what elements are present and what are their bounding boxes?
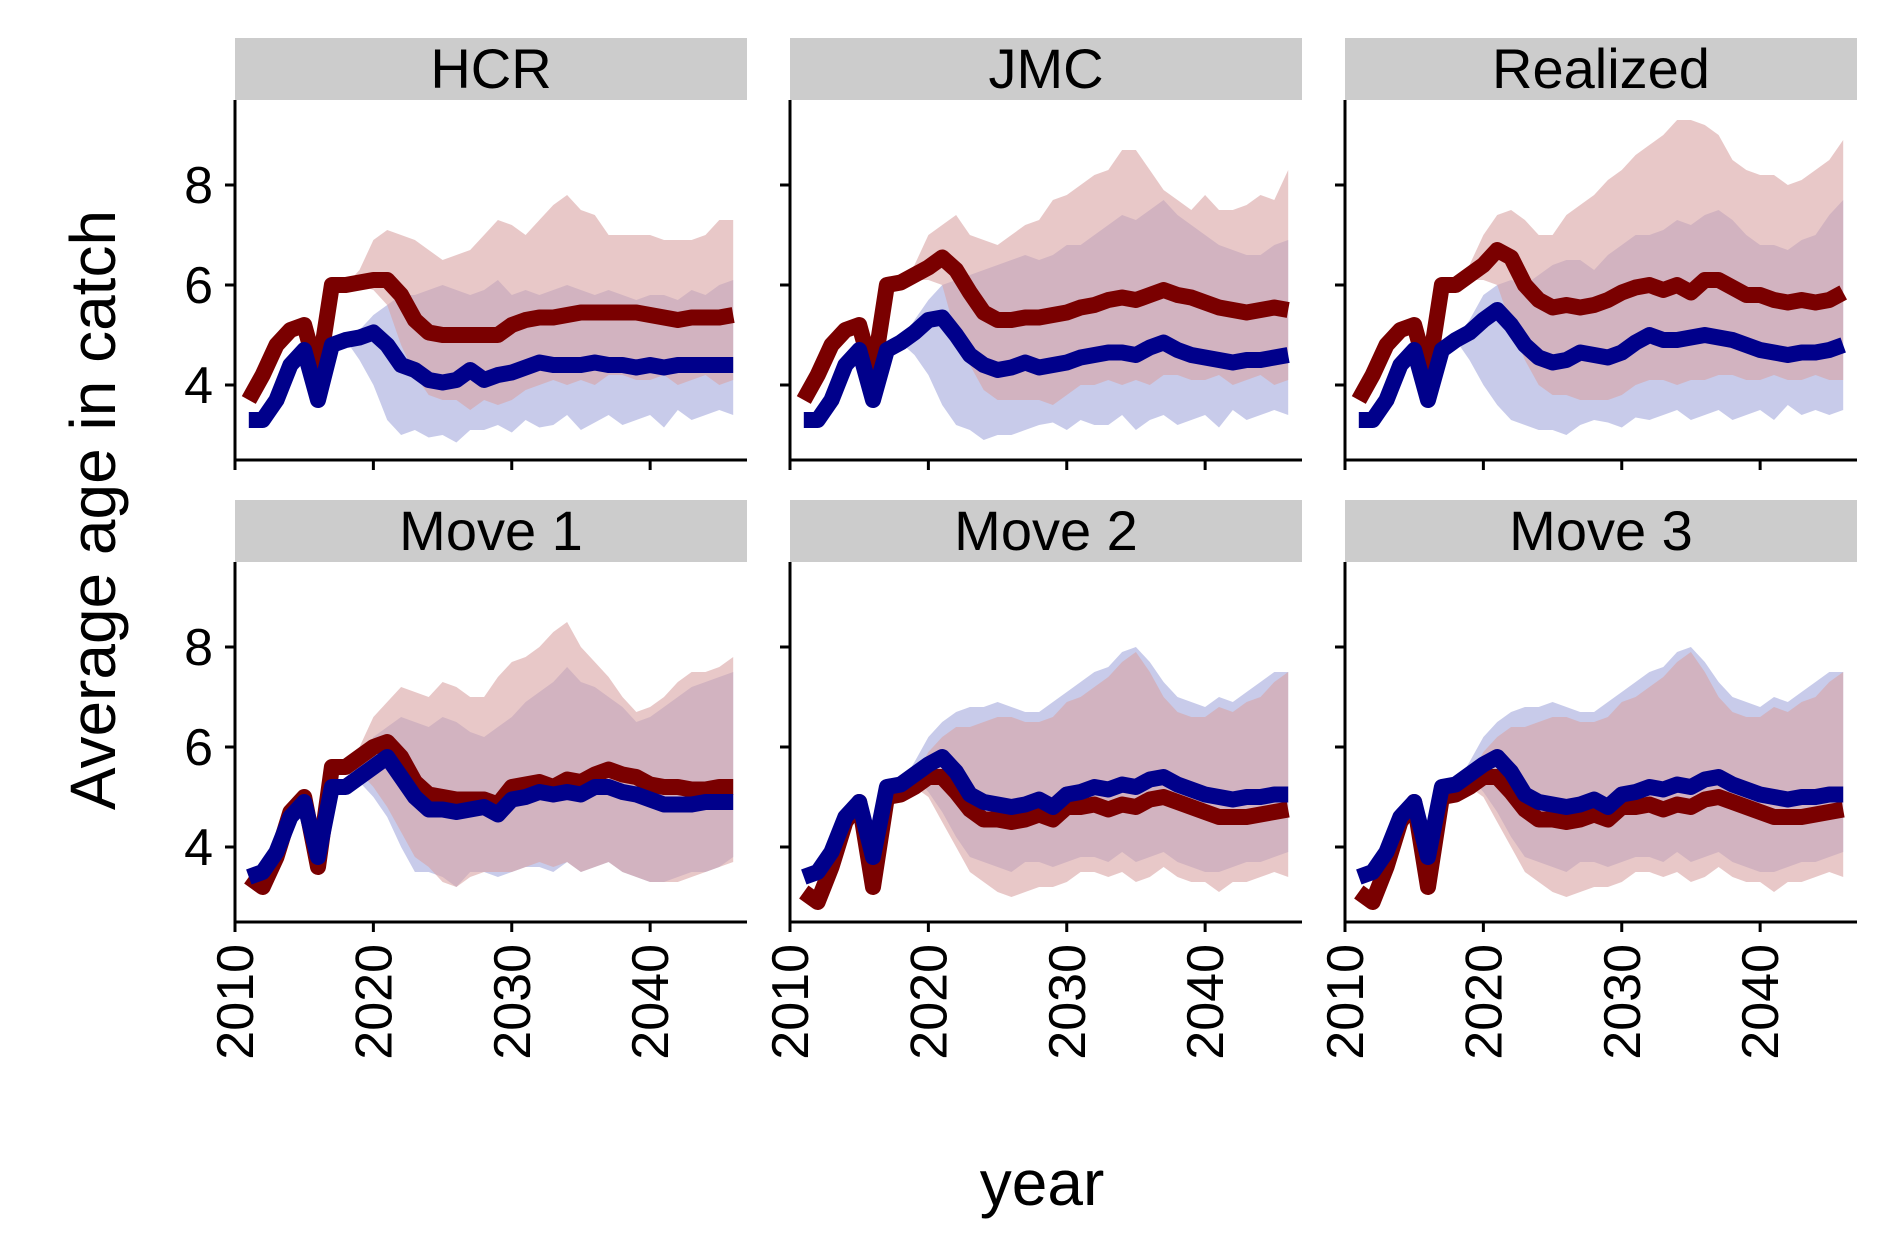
panel-jmc: JMC [780,37,1302,470]
x-tick-label: 2030 [1594,944,1652,1060]
y-tick-label: 6 [184,719,213,777]
y-tick-label: 8 [184,157,213,215]
median-line-blue [246,749,734,885]
median-line-red [1351,242,1847,404]
panel-move-1: Move 1 4 6 8 2010 2020 2030 2040 [184,499,747,1060]
x-tick-label: 2020 [345,944,403,1060]
panels-group: HCR 4 6 8 JMC Realized Move 1 4 6 8 2010 2020 2030 20… [184,37,1857,1060]
x-tick-label: 2040 [622,944,680,1060]
x-tick-label: 2030 [484,944,542,1060]
facet-strip [235,500,747,562]
facet-strip-label: Move 1 [399,499,583,562]
x-tick-label: 2040 [1732,944,1790,1060]
x-tick-label: 2040 [1177,944,1235,1060]
x-tick-label: 2010 [762,944,820,1060]
x-tick-label: 2020 [1455,944,1513,1060]
facet-strip-label: Move 2 [954,499,1138,562]
y-axis-title: Average age in catch [57,210,129,810]
facet-strip [790,500,1302,562]
ribbon-red [1358,120,1844,400]
facet-strip-label: JMC [988,37,1103,100]
x-tick-label: 2010 [1317,944,1375,1060]
x-tick-label: 2020 [900,944,958,1060]
median-line-blue [1356,749,1844,885]
median-line-blue [803,309,1290,428]
facet-strip [235,38,747,100]
median-line-red [796,249,1290,404]
facet-strip [790,38,1302,100]
panel-move-3: Move 3 2010 2020 2030 2040 [1317,499,1857,1060]
facet-strip-label: HCR [430,37,551,100]
ribbon-red [803,652,1289,902]
panel-move-2: Move 2 2010 2020 2030 2040 [762,499,1302,1060]
panel-hcr: HCR 4 6 8 [184,37,747,470]
y-tick-label: 4 [184,357,213,415]
ribbon-red [1358,652,1844,902]
median-line-red [241,272,735,404]
x-tick-label: 2010 [207,944,265,1060]
y-tick-label: 8 [184,619,213,677]
x-axis-title: year [980,1147,1105,1219]
y-tick-label: 6 [184,257,213,315]
y-tick-label: 4 [184,819,213,877]
ribbon-red [248,195,734,410]
ribbon-red [248,622,734,887]
median-line-blue [1358,302,1846,428]
panel-realized: Realized [1335,37,1857,470]
facet-strip [1345,38,1857,100]
facet-strip [1345,500,1857,562]
facet-strip-label: Move 3 [1509,499,1693,562]
median-line-blue [248,324,734,428]
x-tick-label: 2030 [1039,944,1097,1060]
median-line-blue [801,749,1289,885]
facet-strip-label: Realized [1492,37,1710,100]
